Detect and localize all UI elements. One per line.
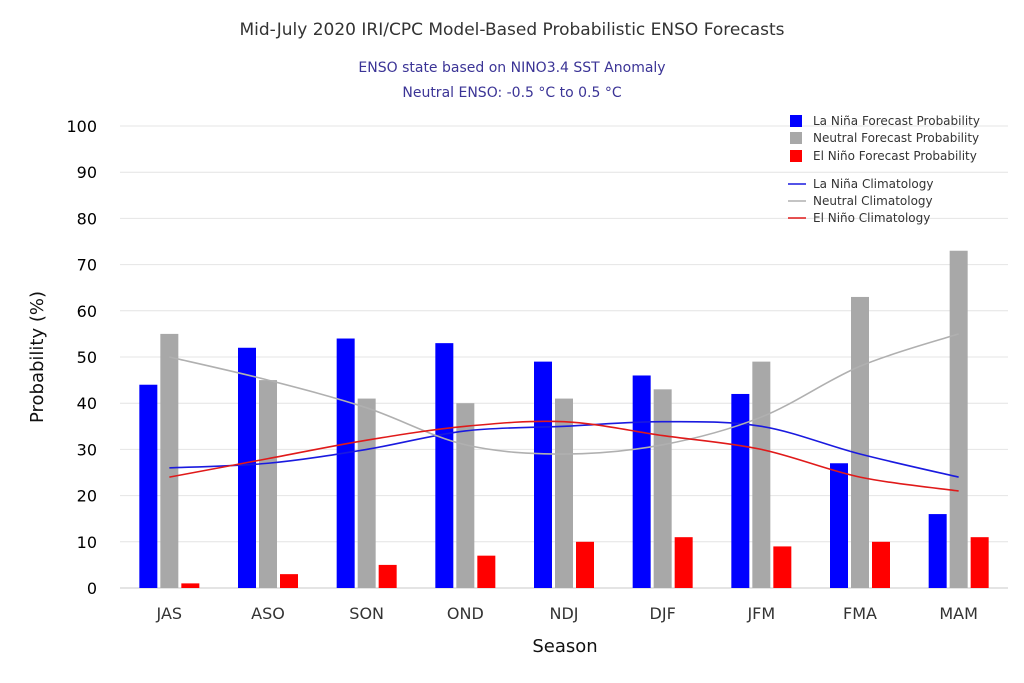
chart-subtitle-line-2: Neutral ENSO: -0.5 °C to 0.5 °C xyxy=(402,85,621,101)
bars-group xyxy=(139,250,989,589)
y-tick-label: 30 xyxy=(77,440,97,459)
y-tick-label: 0 xyxy=(87,579,97,598)
legend-label: Neutral Forecast Probability xyxy=(813,131,979,145)
bar-la-ni-a-forecast-probability-jfm xyxy=(731,393,750,588)
y-axis-ticks: 0 10 20 30 40 50 60 70 80 90 100 xyxy=(66,117,97,598)
x-tick-label: JFM xyxy=(746,604,775,623)
x-tick-label: OND xyxy=(447,604,484,623)
bar-la-ni-a-forecast-probability-ond xyxy=(435,343,454,588)
legend-label: El Niño Forecast Probability xyxy=(813,149,977,163)
bar-neutral-forecast-probability-jfm xyxy=(752,361,771,588)
bar-la-ni-a-forecast-probability-djf xyxy=(632,375,651,588)
bar-la-ni-a-forecast-probability-aso xyxy=(238,347,256,588)
chart-subtitle-line-1: ENSO state based on NINO3.4 SST Anomaly xyxy=(358,60,665,76)
y-tick-label: 90 xyxy=(77,163,97,182)
y-tick-label: 60 xyxy=(77,302,97,321)
legend: La Niña Forecast Probability Neutral Fore… xyxy=(788,114,980,225)
bar-el-ni-o-forecast-probability-jas xyxy=(181,583,200,588)
x-tick-label: SON xyxy=(349,604,384,623)
x-tick-label: NDJ xyxy=(549,604,578,623)
legend-label: Neutral Climatology xyxy=(813,194,933,208)
x-tick-label: ASO xyxy=(251,604,285,623)
legend-swatch xyxy=(790,115,802,127)
bar-la-ni-a-forecast-probability-fma xyxy=(830,463,848,588)
bar-neutral-forecast-probability-jas xyxy=(160,333,179,588)
bar-la-ni-a-forecast-probability-jas xyxy=(139,384,158,588)
x-tick-label: JAS xyxy=(156,604,183,623)
x-tick-label: DJF xyxy=(650,604,676,623)
legend-swatch xyxy=(790,150,802,162)
bar-el-ni-o-forecast-probability-aso xyxy=(280,574,298,588)
bar-el-ni-o-forecast-probability-djf xyxy=(674,537,693,588)
climatology-lines xyxy=(169,333,959,492)
y-axis-label: Probability (%) xyxy=(27,291,48,423)
line-la-ni-a-climatology xyxy=(169,420,959,478)
bar-neutral-forecast-probability-fma xyxy=(851,296,869,588)
y-tick-label: 70 xyxy=(77,256,97,275)
bar-la-ni-a-forecast-probability-ndj xyxy=(534,361,552,588)
line-el-ni-o-climatology xyxy=(169,420,959,492)
x-tick-label: FMA xyxy=(843,604,877,623)
x-tick-label: MAM xyxy=(939,604,978,623)
y-tick-label: 40 xyxy=(77,394,97,413)
bar-neutral-forecast-probability-mam xyxy=(949,250,968,589)
bar-el-ni-o-forecast-probability-jfm xyxy=(773,546,792,588)
bar-neutral-forecast-probability-son xyxy=(357,398,376,588)
legend-label: El Niño Climatology xyxy=(813,211,930,225)
line-neutral-climatology xyxy=(169,333,959,455)
bar-neutral-forecast-probability-ond xyxy=(456,403,475,588)
legend-swatch xyxy=(790,132,802,144)
bar-neutral-forecast-probability-aso xyxy=(259,380,277,588)
y-tick-label: 50 xyxy=(77,348,97,367)
bar-neutral-forecast-probability-djf xyxy=(653,389,672,588)
bar-el-ni-o-forecast-probability-mam xyxy=(970,537,989,588)
y-tick-label: 10 xyxy=(77,533,97,552)
legend-label: La Niña Climatology xyxy=(813,177,933,191)
y-tick-label: 20 xyxy=(77,487,97,506)
chart-title: Mid-July 2020 IRI/CPC Model-Based Probab… xyxy=(240,20,785,40)
bar-neutral-forecast-probability-ndj xyxy=(555,398,573,588)
x-axis-label: Season xyxy=(532,636,597,657)
bar-la-ni-a-forecast-probability-mam xyxy=(928,514,947,588)
legend-label: La Niña Forecast Probability xyxy=(813,114,980,128)
y-tick-label: 80 xyxy=(77,209,97,228)
y-tick-label: 100 xyxy=(66,117,97,136)
bar-el-ni-o-forecast-probability-son xyxy=(378,564,397,588)
bar-el-ni-o-forecast-probability-ond xyxy=(477,555,496,588)
bar-el-ni-o-forecast-probability-ndj xyxy=(576,541,594,588)
bar-la-ni-a-forecast-probability-son xyxy=(336,338,355,588)
x-axis-ticks: JAS ASO SON OND NDJ DJF JFM FMA MAM xyxy=(156,604,978,623)
bar-el-ni-o-forecast-probability-fma xyxy=(872,541,890,588)
